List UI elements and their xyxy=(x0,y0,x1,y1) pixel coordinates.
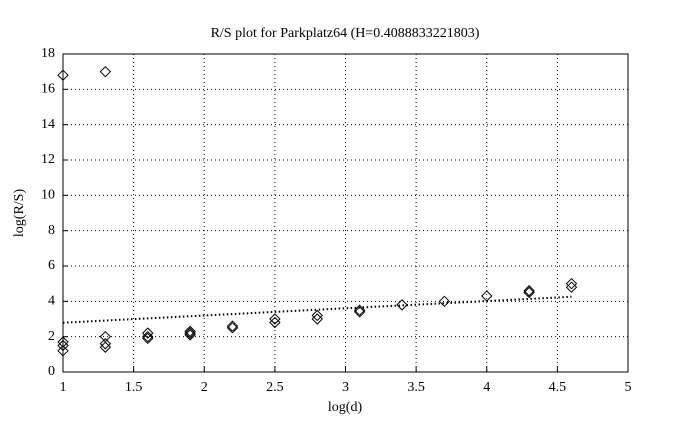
plot-frame xyxy=(62,53,629,373)
data-point xyxy=(269,316,281,329)
data-point xyxy=(353,304,366,316)
data-point xyxy=(184,325,196,338)
data-point xyxy=(396,299,408,311)
data-point xyxy=(523,285,535,297)
data-point xyxy=(311,309,323,322)
x-axis-label: log(d) xyxy=(328,400,363,415)
data-point xyxy=(184,329,196,341)
y-tick-label: 12 xyxy=(41,152,55,167)
fit-line xyxy=(62,295,572,324)
y-tick-label: 4 xyxy=(48,294,55,309)
data-point xyxy=(438,295,451,308)
data-point xyxy=(142,330,154,343)
y-tick-label: 6 xyxy=(48,258,55,273)
data-point xyxy=(99,341,112,353)
data-point xyxy=(565,277,578,290)
x-tick-label: 4 xyxy=(483,380,490,395)
data-point xyxy=(353,306,366,318)
y-tick-label: 18 xyxy=(41,46,55,61)
data-point xyxy=(226,322,239,334)
y-tick-label: 8 xyxy=(48,223,55,238)
x-tick-label: 1 xyxy=(60,380,67,395)
data-point xyxy=(269,313,281,325)
y-tick-label: 2 xyxy=(48,329,55,344)
data-point xyxy=(142,332,154,345)
x-tick-label: 3.5 xyxy=(407,380,425,395)
x-tick-label: 2.5 xyxy=(266,380,284,395)
data-point xyxy=(142,327,154,339)
data-point xyxy=(311,313,323,325)
y-tick-label: 0 xyxy=(48,364,55,379)
y-tick-label: 14 xyxy=(41,117,55,132)
y-tick-label: 16 xyxy=(41,82,55,97)
chart-title: R/S plot for Parkplatz64 (H=0.4088833221… xyxy=(211,26,480,41)
x-tick-label: 1.5 xyxy=(125,380,143,395)
data-point xyxy=(184,327,196,339)
x-tick-label: 4.5 xyxy=(549,380,567,395)
data-point xyxy=(57,336,69,348)
data-point xyxy=(226,320,239,332)
y-tick-label: 10 xyxy=(41,188,55,203)
data-point xyxy=(57,69,69,81)
data-point xyxy=(565,281,578,293)
x-tick-label: 5 xyxy=(625,380,632,395)
y-axis-label: log(R/S) xyxy=(12,189,27,238)
data-point xyxy=(99,338,112,350)
data-point xyxy=(57,339,69,352)
x-tick-label: 2 xyxy=(201,380,208,395)
data-point xyxy=(57,345,69,357)
data-point xyxy=(99,65,112,78)
data-point xyxy=(523,286,535,299)
x-tick-label: 3 xyxy=(342,380,349,395)
